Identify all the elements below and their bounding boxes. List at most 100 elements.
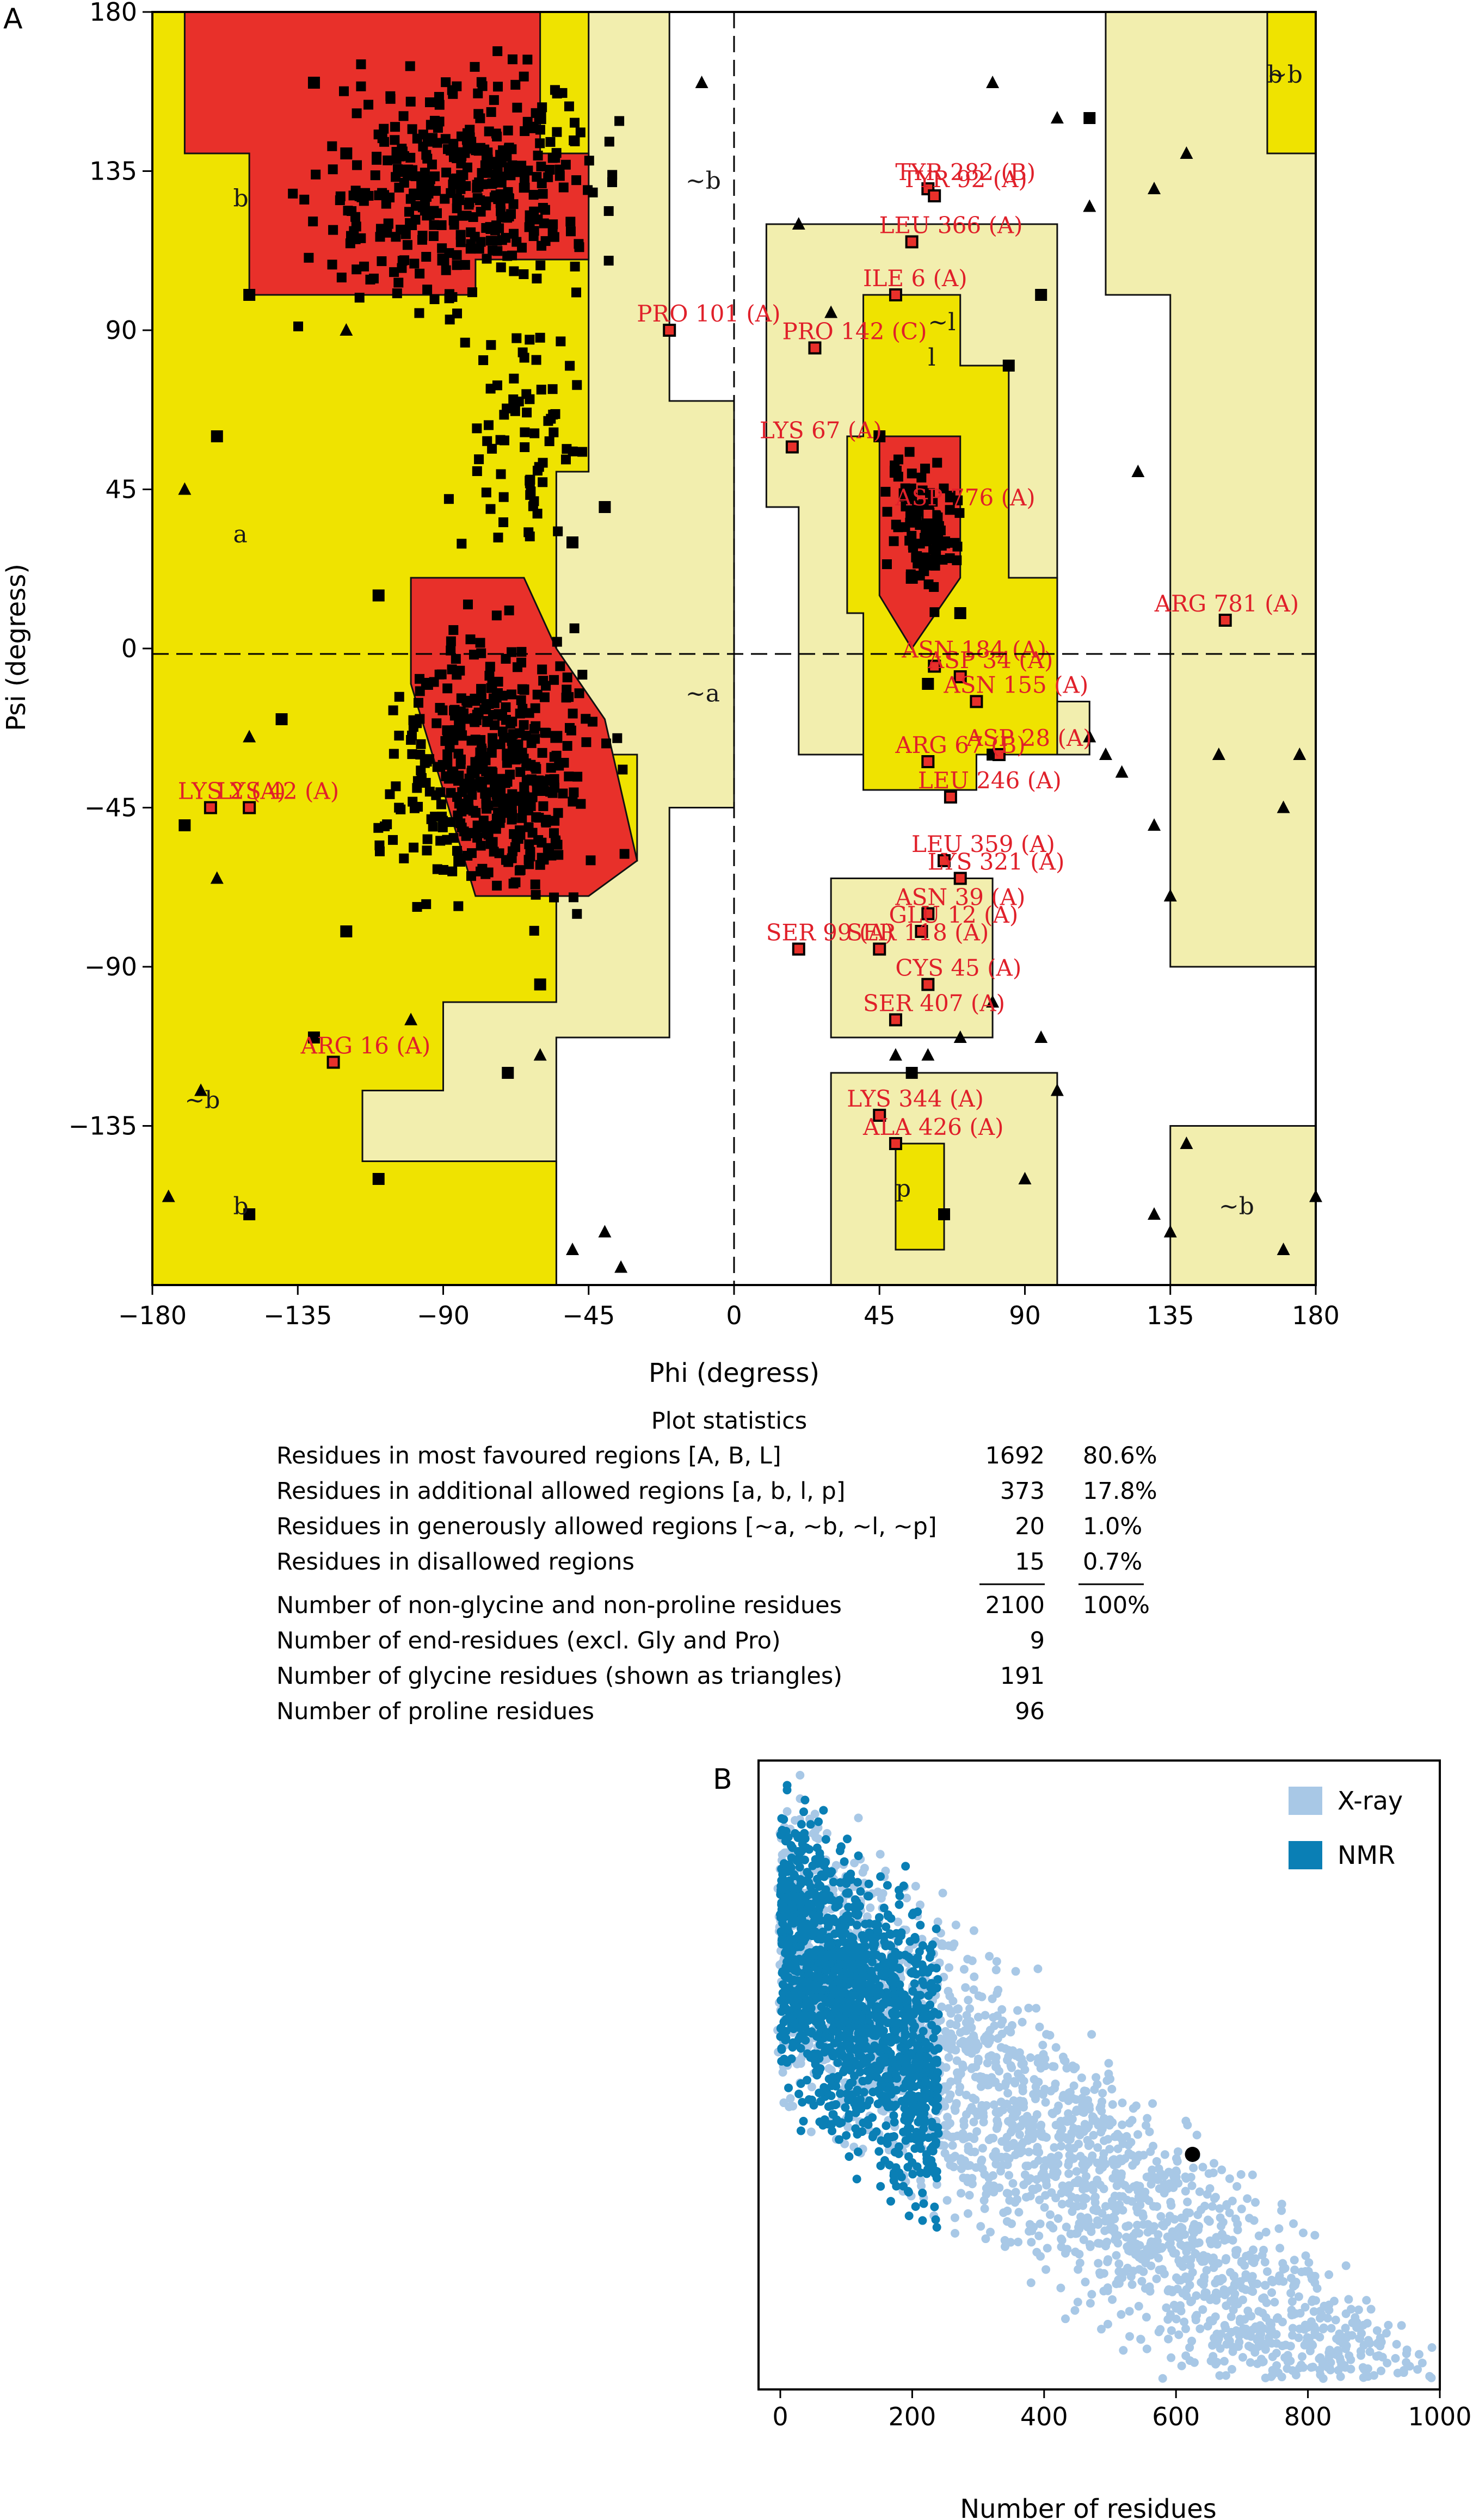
glycine-point [598, 1225, 612, 1238]
nmr-point [895, 1886, 904, 1895]
nmr-point [815, 1849, 824, 1858]
residue-point [920, 552, 930, 563]
residue-point [492, 46, 503, 57]
xray-point [1331, 2315, 1340, 2325]
residue-point [491, 190, 501, 201]
resolution-scatter-plot: 0 200 400 600 800 1000 Number of residues X-r… [757, 1759, 1472, 2520]
nmr-point [794, 1984, 804, 1993]
xray-point [1099, 2184, 1108, 2194]
residue-point [434, 669, 445, 680]
xray-point [1280, 2264, 1290, 2273]
nmr-point [800, 1834, 810, 1843]
nmr-point [843, 1835, 852, 1844]
xray-point [1198, 2253, 1207, 2262]
xray-point [1026, 2174, 1035, 2183]
residue-point [517, 801, 530, 814]
outlier-label: ASN 39 (A) [895, 884, 1025, 911]
residue-point [391, 154, 402, 164]
residue-point [452, 194, 462, 204]
stats-row-count: 191 [1000, 1663, 1045, 1690]
xray-point [1291, 2277, 1301, 2287]
residue-point [409, 842, 419, 853]
residue-point [607, 177, 618, 187]
residue-point [379, 123, 389, 134]
xray-point [1255, 2331, 1264, 2340]
residue-point [243, 1208, 256, 1220]
residue-point [402, 240, 412, 250]
residue-point [491, 820, 501, 830]
glycine-point [1083, 199, 1096, 212]
xray-point [1069, 2081, 1078, 2090]
xray-point [1025, 2123, 1034, 2132]
nmr-point [911, 2202, 920, 2211]
outlier-point [326, 1055, 340, 1069]
residue-point [486, 340, 496, 350]
xray-point [1008, 2179, 1018, 2188]
xray-point [1117, 2310, 1126, 2319]
nmr-point [853, 2147, 862, 2157]
residue-point [541, 728, 551, 738]
xray-point [1008, 2112, 1018, 2121]
nmr-point [847, 1943, 856, 1952]
residue-point [381, 199, 391, 209]
xray-point [969, 1985, 978, 1994]
nmr-point [817, 1935, 826, 1944]
xray-point [806, 2127, 816, 2136]
xray-point [1041, 2265, 1051, 2274]
residue-point [377, 133, 387, 144]
xray-point [1074, 2265, 1083, 2274]
nmr-point [781, 1912, 790, 1921]
xray-point [991, 1965, 1001, 1974]
xray-point [1318, 2374, 1328, 2383]
y-tick-label: 180 [89, 0, 137, 27]
residue-point [422, 192, 432, 202]
allowed-region [151, 11, 638, 1286]
xray-point [1374, 2351, 1383, 2360]
xray-point [1186, 2255, 1195, 2264]
nmr-point [840, 1937, 849, 1947]
glycine-point [533, 1048, 547, 1061]
xray-point [1013, 2006, 1022, 2015]
residue-point [531, 890, 541, 900]
outlier-label: ASP 34 (A) [927, 647, 1053, 674]
residue-point [572, 380, 582, 390]
glycine-point [1163, 889, 1177, 901]
xray-point [1045, 2157, 1054, 2166]
xray-point [1139, 2151, 1148, 2160]
outlier-label: SER 407 (A) [863, 990, 1005, 1017]
xray-point [1025, 2227, 1034, 2236]
residue-point [311, 169, 321, 180]
xray-point [809, 1829, 818, 1838]
nmr-point [901, 2078, 910, 2087]
residue-point [399, 177, 409, 188]
outlier-point [889, 1137, 902, 1150]
xray-point [1142, 2172, 1151, 2182]
glycine-point [1293, 748, 1306, 760]
residue-point [372, 589, 385, 602]
xray-point [1133, 2187, 1143, 2196]
residue-point [512, 662, 522, 672]
nmr-point [918, 1977, 927, 1986]
xray-point [1180, 2230, 1190, 2239]
xray-point [1011, 1967, 1020, 1976]
residue-point [485, 837, 498, 849]
residue-point [467, 287, 477, 298]
nmr-point [778, 1980, 787, 1989]
xray-point [1113, 2144, 1123, 2153]
xray-point [1262, 2267, 1272, 2276]
xray-point [1004, 2171, 1014, 2180]
xray-point [778, 2068, 787, 2077]
residue-point [525, 851, 535, 862]
xray-point [1160, 2171, 1169, 2181]
nmr-point [865, 1928, 874, 1937]
nmr-point [822, 1966, 831, 1975]
xray-point [1227, 2365, 1236, 2374]
residue-point [457, 806, 467, 817]
residue-point [488, 245, 498, 256]
residue-point [488, 739, 498, 750]
xray-point [991, 2053, 1001, 2062]
nmr-point [854, 1851, 863, 1861]
stats-row-percent: 80.6% [1083, 1442, 1157, 1469]
nmr-point [886, 1914, 896, 1923]
xray-point [1092, 2116, 1101, 2126]
